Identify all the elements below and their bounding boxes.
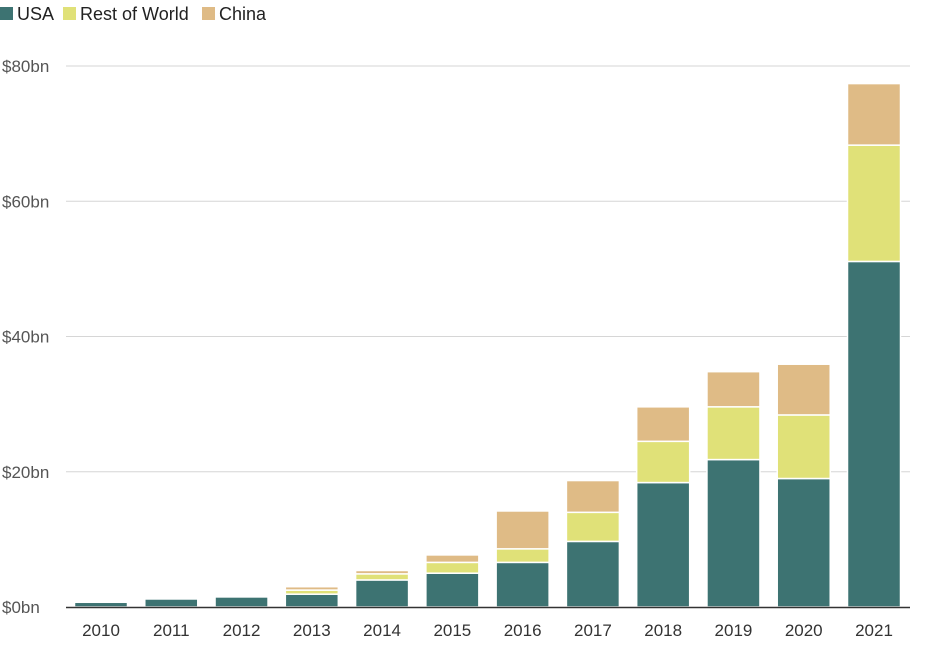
x-tick-label-2017: 2017	[574, 621, 612, 640]
legend-label-rest-of-world: Rest of World	[80, 4, 189, 24]
bar-usa-2017	[566, 541, 619, 607]
bar-rest-of-world-2021	[848, 145, 901, 261]
bar-china-2016	[496, 511, 549, 549]
bar-china-2012	[215, 595, 268, 596]
bar-usa-2021	[848, 261, 901, 607]
legend-swatch-china	[202, 7, 215, 20]
bar-rest-of-world-2014	[356, 574, 409, 580]
bar-rest-of-world-2015	[426, 562, 479, 573]
x-tick-label-2019: 2019	[715, 621, 753, 640]
bar-china-2013	[285, 587, 338, 590]
x-tick-label-2020: 2020	[785, 621, 823, 640]
x-tick-label-2013: 2013	[293, 621, 331, 640]
bar-usa-2015	[426, 573, 479, 607]
bar-usa-2018	[637, 483, 690, 607]
bar-usa-2012	[215, 597, 268, 607]
x-tick-label-2011: 2011	[153, 621, 190, 640]
bar-china-2018	[637, 407, 690, 441]
y-tick-label-60: $60bn	[2, 192, 49, 211]
x-tick-label-2021: 2021	[855, 621, 893, 640]
bar-rest-of-world-2020	[777, 415, 830, 479]
x-tick-label-2018: 2018	[644, 621, 682, 640]
bar-rest-of-world-2019	[707, 407, 760, 460]
bar-usa-2011	[145, 599, 198, 607]
bar-china-2017	[566, 481, 619, 513]
x-tick-label-2012: 2012	[223, 621, 261, 640]
bar-usa-2019	[707, 460, 760, 607]
x-tick-label-2016: 2016	[504, 621, 542, 640]
bar-rest-of-world-2016	[496, 549, 549, 563]
legend-swatch-usa	[0, 7, 13, 20]
y-tick-label-0: $0bn	[2, 598, 40, 617]
bar-usa-2016	[496, 562, 549, 607]
bar-usa-2014	[356, 580, 409, 607]
legend-swatch-rest-of-world	[63, 7, 76, 20]
bar-china-2011	[145, 598, 198, 599]
legend-label-usa: USA	[17, 4, 54, 24]
bar-china-2014	[356, 570, 409, 573]
bar-china-2015	[426, 555, 479, 562]
bar-china-2021	[848, 84, 901, 146]
x-tick-label-2010: 2010	[82, 621, 120, 640]
x-tick-label-2015: 2015	[433, 621, 471, 640]
bar-china-2020	[777, 364, 830, 415]
bar-usa-2020	[777, 479, 830, 607]
bar-usa-2013	[285, 594, 338, 607]
y-tick-label-40: $40bn	[2, 328, 49, 347]
y-tick-label-20: $20bn	[2, 463, 49, 482]
x-tick-label-2014: 2014	[363, 621, 401, 640]
bar-china-2019	[707, 372, 760, 407]
bar-rest-of-world-2018	[637, 441, 690, 482]
legend-label-china: China	[219, 4, 267, 24]
bar-rest-of-world-2017	[566, 512, 619, 541]
y-tick-label-80: $80bn	[2, 57, 49, 76]
